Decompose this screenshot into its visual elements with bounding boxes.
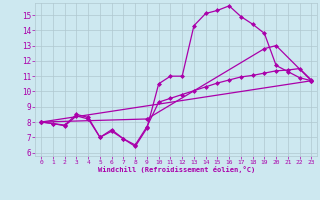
X-axis label: Windchill (Refroidissement éolien,°C): Windchill (Refroidissement éolien,°C) (98, 166, 255, 173)
